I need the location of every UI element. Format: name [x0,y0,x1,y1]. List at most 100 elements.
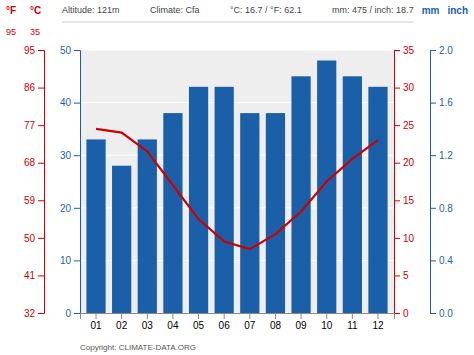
tick-mark [301,313,302,319]
header-info: mm: 475 / inch: 18.7 [332,5,414,15]
tick: 04 [167,313,179,331]
tick-mark [38,275,44,276]
header-tick: 35 [30,27,40,37]
tick: 01 [90,313,102,331]
tick-label: 09 [296,320,308,331]
tick: 25 [394,120,415,131]
tick-label: 50 [60,45,72,56]
tick-mark [430,50,436,51]
tick-mark [326,313,327,319]
tick-mark [198,313,199,319]
tick-mark [172,313,173,319]
tick: 09 [296,313,308,331]
tick: 02 [116,313,128,331]
tick-mark [38,125,44,126]
tick-mark [352,313,353,319]
tick-label: 12 [372,320,384,331]
tick-mark [74,155,80,156]
marks [86,61,387,313]
tick-mark [38,163,44,164]
tick-mark [430,155,436,156]
y-axis: 01020304050 [60,45,81,319]
tick-label: 06 [219,320,231,331]
tick-mark [38,313,44,314]
tick: 15 [394,195,415,206]
bar [138,139,157,313]
axis-label: °F [6,5,16,16]
tick: 0.8 [430,203,453,214]
tick-mark [38,238,44,239]
grid-line [80,50,394,51]
tick: 30 [60,150,80,161]
tick-label: 15 [403,195,415,206]
tick-label: 30 [60,150,72,161]
tick: 0.4 [430,255,453,266]
axis-line [74,51,81,314]
tick-mark [430,208,436,209]
tick-mark [394,125,400,126]
bar-series [86,61,387,313]
tick-mark [394,50,400,51]
line [96,129,378,249]
tick: 95 [24,45,44,56]
axis-line [431,51,437,314]
tick-label: 41 [24,270,36,281]
tick: 40 [60,97,80,108]
tick-label: 77 [24,120,36,131]
tick-mark [121,313,122,319]
axis-line [38,51,45,314]
y2-axis: 05101520253035 [394,45,415,319]
tick-label: 32 [24,308,36,319]
tick: 11 [347,313,358,331]
tick-label: 01 [90,320,102,331]
tick-mark [74,50,80,51]
tick: 59 [24,195,44,206]
axis-label: inch [447,5,468,16]
tick: 5 [394,270,409,281]
header-info: Climate: Cfa [150,5,200,15]
tick: 0 [394,308,409,319]
plot: 0102030405032415059687786950510152025303… [24,45,453,331]
header-info: Altitude: 121m [62,5,120,15]
y3-axis: 3241505968778695 [24,45,45,319]
bar [240,113,259,313]
bar [291,76,310,313]
tick: 10 [60,255,80,266]
tick-mark [430,103,436,104]
axis-label: °C [30,5,41,16]
tick-mark [275,313,276,319]
tick: 06 [219,313,231,331]
plot-background [80,50,394,313]
tick-label: 95 [24,45,36,56]
tick-label: 2.0 [439,45,453,56]
tick-label: 0 [403,308,409,319]
tick-label: 08 [270,320,282,331]
chart: 0102030405032415059687786950510152025303… [0,0,474,355]
tick-mark [38,88,44,89]
tick: 05 [193,313,205,331]
tick-label: 0.4 [439,255,453,266]
tick: 35 [394,45,415,56]
tick: 03 [142,313,154,331]
tick: 50 [24,233,44,244]
bar [317,61,336,313]
header-info: °C: 16.7 / °F: 62.1 [230,5,302,15]
tick-label: 35 [403,45,415,56]
bar [266,113,285,313]
tick: 77 [24,120,44,131]
tick-mark [377,313,378,319]
tick-label: 10 [60,255,72,266]
tick: 0 [65,308,80,319]
tick-label: 10 [403,233,415,244]
y4-axis: 0.00.40.81.21.62.0 [430,45,453,319]
tick-mark [430,313,436,314]
tick-label: 40 [60,97,72,108]
tick-mark [147,313,148,319]
grid [80,50,394,313]
axis-line [395,51,401,314]
tick-mark [96,313,97,319]
tick: 30 [394,82,415,93]
tick-mark [74,313,80,314]
bar [368,87,387,313]
tick: 08 [270,313,282,331]
